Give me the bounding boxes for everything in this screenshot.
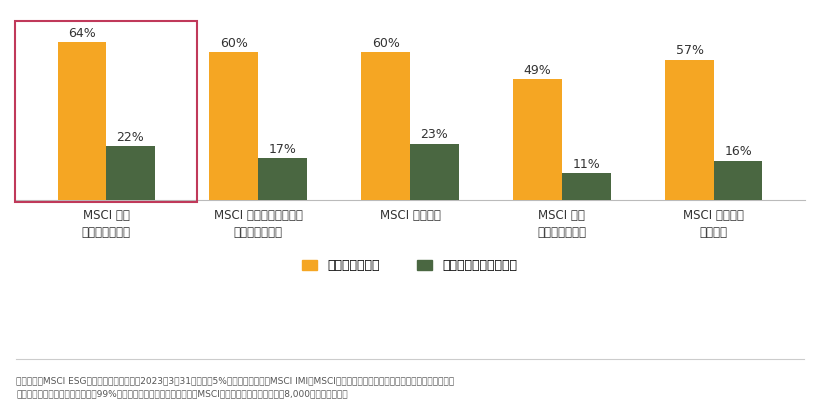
- Bar: [57, 42, 106, 200]
- Text: 57%: 57%: [675, 44, 703, 57]
- Bar: [258, 159, 306, 200]
- Text: 資料來源：MSCI ESG研究、瀚亞投資，截至2023年3月31日，使用5%收入作為分界點。MSCI IMI指MSCI可投資市場指數，涵蓋市場上所有可投資的大型: 資料來源：MSCI ESG研究、瀚亞投資，截至2023年3月31日，使用5%收入…: [16, 376, 454, 398]
- Bar: [513, 79, 561, 200]
- Text: 60%: 60%: [371, 37, 399, 50]
- Text: 11%: 11%: [572, 158, 600, 171]
- Bar: [361, 52, 410, 200]
- Bar: [713, 161, 762, 200]
- Bar: [209, 52, 258, 200]
- Text: 16%: 16%: [723, 145, 751, 159]
- Bar: [410, 144, 458, 200]
- Text: 17%: 17%: [268, 143, 296, 156]
- Bar: [106, 146, 155, 200]
- Text: 49%: 49%: [523, 64, 551, 77]
- Bar: [561, 173, 610, 200]
- Text: 60%: 60%: [219, 37, 247, 50]
- Bar: [664, 59, 713, 200]
- Legend: 有可能符合標準, 有可能與標準保持一致: 有可能符合標準, 有可能與標準保持一致: [302, 259, 517, 272]
- Text: 22%: 22%: [116, 131, 144, 144]
- Text: 23%: 23%: [420, 128, 448, 141]
- Text: 64%: 64%: [68, 27, 96, 40]
